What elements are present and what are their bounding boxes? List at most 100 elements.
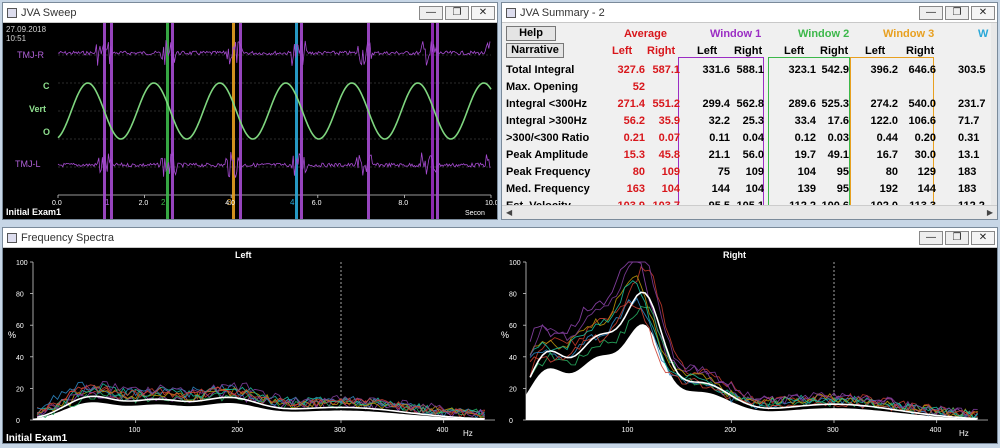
jva-sweep-window: JVA Sweep — ❐ ✕ 1 2 3 4 27.09.2018 10:51 TM… (2, 2, 499, 220)
restore-button[interactable]: ❐ (945, 230, 969, 245)
summary-titlebar[interactable]: JVA Summary - 2 — ❐ ✕ (502, 3, 997, 23)
table-cell: 104 (745, 183, 764, 195)
table-cell: 144 (711, 183, 730, 195)
right-x-unit: Hz (959, 429, 969, 438)
x-tick-label: 400 (437, 427, 449, 434)
horizontal-scrollbar[interactable]: ◀ ▶ (502, 205, 997, 219)
sweep-titlebar[interactable]: JVA Sweep — ❐ ✕ (3, 3, 497, 23)
marker-number: 1 (105, 198, 110, 207)
window-marker-line[interactable] (171, 23, 174, 219)
table-cell: 15.3 (623, 149, 645, 161)
window-marker-line[interactable] (166, 23, 169, 219)
table-cell: 52 (632, 81, 645, 93)
close-button[interactable]: ✕ (971, 230, 995, 245)
x-tick-label: 2.0 (139, 200, 149, 207)
x-tick-label: 8.0 (398, 200, 408, 207)
scroll-right-icon[interactable]: ▶ (986, 208, 993, 217)
window-markers[interactable]: 1 2 3 4 (103, 23, 439, 219)
tmj-l-label: TMJ-L (15, 159, 41, 169)
column-group-header: Window 2 (798, 28, 850, 40)
right-y-unit: % (501, 330, 509, 340)
spectra-title: Frequency Spectra (21, 231, 114, 244)
spectra-plot: 0 20 40 60 80 100 100 200 300 400 0 20 40 60 80 100 100… (6, 250, 988, 444)
vertical-scrollbar[interactable] (991, 23, 997, 205)
seconds-label: Secon (465, 210, 485, 217)
close-button[interactable]: ✕ (971, 5, 995, 20)
minimize-button[interactable]: — (919, 230, 943, 245)
close-button[interactable]: ✕ (471, 5, 495, 20)
row-label: >300/<300 Ratio (506, 132, 590, 144)
help-button[interactable]: Help (506, 26, 556, 41)
x-tick-label: 200 (231, 427, 243, 434)
spectra-plot-area[interactable]: 0 20 40 60 80 100 100 200 300 400 0 20 40 60 80 100 100… (3, 248, 997, 444)
c-label: C (43, 81, 50, 91)
x-tick-label: 6.0 (312, 200, 322, 207)
table-cell-partial: 71.7 (958, 115, 980, 127)
table-cell: 289.6 (788, 98, 816, 110)
jva-summary-window: JVA Summary - 2 — ❐ ✕ Help Narrative Ave… (501, 2, 998, 220)
table-cell: 192 (879, 183, 898, 195)
average-spectrum-line (529, 291, 978, 420)
minimize-button[interactable]: — (919, 5, 943, 20)
table-cell: 588.1 (736, 64, 764, 76)
restore-button[interactable]: ❐ (945, 5, 969, 20)
spectra-titlebar[interactable]: Frequency Spectra — ❐ ✕ (3, 228, 997, 248)
column-group-header: Window 3 (883, 28, 935, 40)
table-cell: 299.4 (702, 98, 730, 110)
row-label: Integral >300Hz (506, 115, 588, 127)
column-header-right: Right (647, 45, 676, 57)
y-tick-label: 0 (509, 418, 513, 425)
marker-number: 2 (161, 198, 166, 207)
table-cell: 396.2 (870, 64, 898, 76)
table-cell: 104 (797, 166, 816, 178)
table-cell: 323.1 (788, 64, 816, 76)
table-cell: 139 (797, 183, 816, 195)
y-tick-label: 80 (16, 292, 24, 299)
y-tick-label: 80 (509, 292, 517, 299)
column-header-left: Left (612, 45, 633, 57)
table-cell: 33.4 (794, 115, 816, 127)
x-tick-label: 4.0 (225, 200, 235, 207)
table-cell: 109 (745, 166, 764, 178)
minimize-button[interactable]: — (419, 5, 443, 20)
window-marker-line[interactable] (431, 23, 434, 219)
table-cell: 35.9 (658, 115, 680, 127)
table-cell: 0.44 (876, 132, 898, 144)
window-marker-line[interactable] (295, 23, 298, 219)
window-marker-line[interactable] (367, 23, 370, 219)
row-label: Integral <300Hz (506, 98, 588, 110)
window-spectrum-line (529, 280, 979, 419)
column-group-header: Window 1 (710, 28, 762, 40)
table-cell: 0.03 (827, 132, 849, 144)
spectra-exam-label: Initial Exam1 (6, 433, 68, 443)
window-marker-line[interactable] (103, 23, 106, 219)
y-tick-label: 40 (16, 355, 24, 362)
marker-number: 3 (227, 198, 232, 207)
table-cell: 56.0 (742, 149, 764, 161)
window-spectrum-line (37, 381, 486, 420)
table-cell: 104 (661, 183, 680, 195)
column-header-left: Left (865, 45, 886, 57)
window-marker-line[interactable] (110, 23, 113, 219)
table-cell: 0.11 (709, 132, 730, 144)
sweep-traces (57, 40, 492, 178)
column-header-left: Left (784, 45, 805, 57)
y-tick-label: 20 (16, 386, 24, 393)
table-cell-partial: 0.31 (958, 132, 980, 144)
sweep-plot-area[interactable]: 1 2 3 4 27.09.2018 10:51 TMJ-R C Vert O TMJ… (3, 23, 499, 219)
column-header-right: Right (820, 45, 849, 57)
table-cell: 646.6 (908, 64, 936, 76)
summary-title: JVA Summary - 2 (520, 6, 605, 19)
restore-button[interactable]: ❐ (445, 5, 469, 20)
window-spectrum-line (36, 381, 486, 417)
window-marker-line[interactable] (300, 23, 303, 219)
table-cell-partial: 183 (958, 166, 977, 178)
table-cell: 551.2 (652, 98, 680, 110)
table-cell: 129 (917, 166, 936, 178)
scroll-left-icon[interactable]: ◀ (506, 208, 513, 217)
table-cell: 80 (632, 166, 645, 178)
window-spectrum-line (36, 384, 486, 418)
emg-trace (57, 40, 491, 66)
window-marker-line[interactable] (232, 23, 235, 219)
narrative-button[interactable]: Narrative (506, 43, 564, 58)
